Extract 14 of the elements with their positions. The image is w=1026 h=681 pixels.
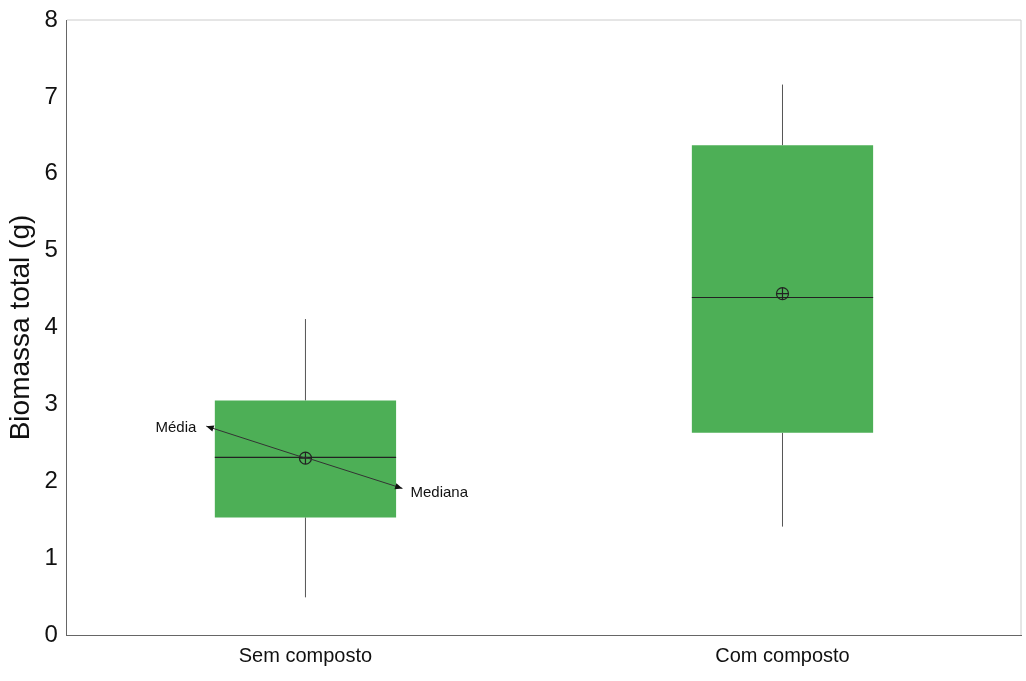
- y-tick-label: 6: [44, 158, 58, 186]
- y-tick-label: 7: [44, 81, 58, 109]
- y-tick-label: 4: [44, 312, 58, 340]
- annotation: Mediana: [410, 482, 469, 500]
- x-tick-label: Com composto: [715, 643, 850, 666]
- y-tick-label: 2: [44, 465, 58, 493]
- annotation: Média: [155, 418, 197, 436]
- y-tick-label: 0: [44, 619, 58, 647]
- x-tick-label: Sem composto: [238, 643, 373, 666]
- y-tick-label: 5: [44, 235, 58, 263]
- y-tick-label: 3: [44, 389, 58, 416]
- y-tick-label: 8: [44, 4, 58, 32]
- y-axis-title: Biomassa total (g): [3, 214, 35, 441]
- y-tick-label: 1: [44, 542, 58, 570]
